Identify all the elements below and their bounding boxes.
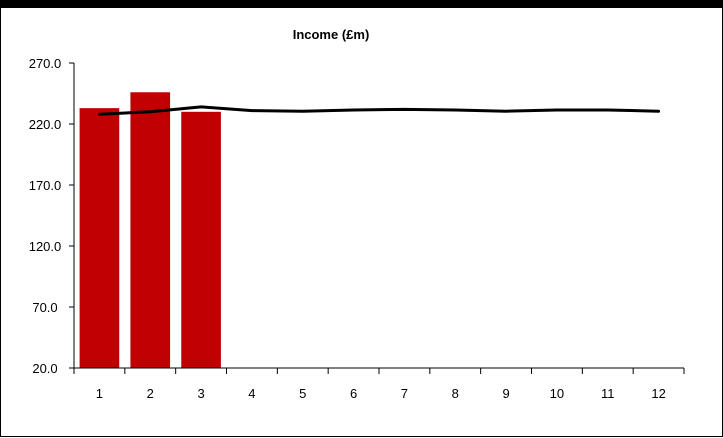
x-tick-label-11: 11	[601, 386, 615, 401]
chart-title: Income (£m)	[293, 27, 370, 42]
y-tick-label-2: 120.0	[29, 239, 62, 254]
y-tick-label-3: 170.0	[29, 178, 62, 193]
x-tick-label-8: 8	[452, 386, 459, 401]
top-border-bar	[1, 1, 723, 8]
x-tick-label-7: 7	[401, 386, 408, 401]
bar-1	[79, 108, 120, 368]
x-tick-label-2: 2	[147, 386, 154, 401]
x-tick-label-4: 4	[248, 386, 255, 401]
x-tick-label-6: 6	[350, 386, 357, 401]
y-tick-label-5: 270.0	[29, 56, 62, 71]
bar-2	[130, 92, 171, 368]
y-tick-label-0: 20.0	[32, 361, 57, 376]
y-tick-label-4: 220.0	[29, 117, 62, 132]
bar-3	[181, 111, 221, 369]
income-line	[97, 105, 661, 116]
x-tick-label-1: 1	[96, 386, 103, 401]
x-tick-label-9: 9	[502, 386, 509, 401]
x-tick-label-5: 5	[299, 386, 306, 401]
y-ticks-group: 20.0 70.0 120.0 170.0 220.0 270.0	[29, 56, 74, 376]
line-group	[97, 105, 661, 116]
bars-group	[79, 92, 221, 369]
x-ticks-group: 1 2 3 4 5 6 7 8 9 10 11 12	[73, 368, 685, 401]
y-tick-label-1: 70.0	[32, 300, 57, 315]
x-tick-label-3: 3	[197, 386, 204, 401]
x-tick-label-12: 12	[651, 386, 665, 401]
x-tick-label-10: 10	[550, 386, 564, 401]
